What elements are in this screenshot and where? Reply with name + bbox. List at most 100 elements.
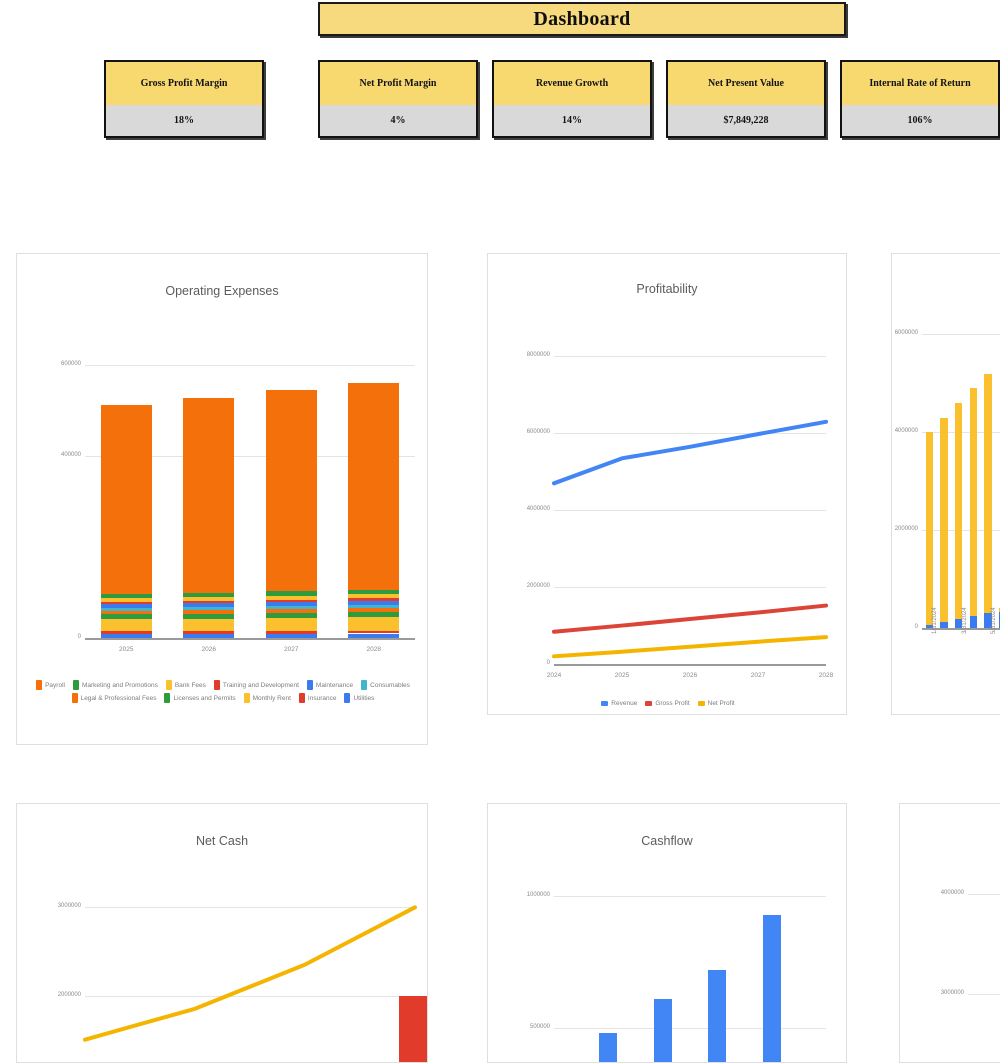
gridline <box>922 334 1000 335</box>
page-title: Dashboard <box>533 7 631 30</box>
bar-segment <box>183 618 235 631</box>
chart-title: Cashflow <box>641 834 693 848</box>
bar <box>762 914 781 1062</box>
bar-stack <box>348 320 400 638</box>
bar-segment <box>100 405 152 595</box>
chart-legend: Revenue Gross Profit Net Profit <box>498 700 838 707</box>
bar-stack <box>183 320 235 638</box>
chart-card-profitability[interactable]: Profitability 8000000 6000000 4000000 20000… <box>487 253 847 715</box>
y-axis-tick-label: 400000 <box>61 451 81 458</box>
legend-item[interactable]: Utilities <box>344 693 374 703</box>
y-axis-tick-label: 4000000 <box>894 427 918 434</box>
line-chart-svg <box>83 905 417 1042</box>
bar-stack <box>100 320 152 638</box>
legend-swatch <box>645 701 653 706</box>
bar-segment <box>348 594 400 599</box>
chart-title: Operating Expenses <box>165 284 279 298</box>
line-series <box>552 635 828 659</box>
bar-segment <box>265 618 317 631</box>
bar-segment <box>183 597 235 601</box>
legend-swatch <box>165 680 172 690</box>
chart-card-revenue-by-month[interactable]: 6000000 4000000 2000000 0 1/31/2024 3/31/2024… <box>891 253 1000 715</box>
gridline <box>554 587 826 588</box>
bar-segment <box>348 608 400 612</box>
legend-label: Utilities <box>353 694 375 702</box>
bar-segment <box>183 607 235 611</box>
bar-stack <box>265 320 317 638</box>
x-axis-tick-label: 2027 <box>750 672 766 679</box>
line-chart-svg <box>552 419 828 659</box>
bar-segment <box>100 602 152 605</box>
chart-title: Profitability <box>636 282 698 296</box>
gridline <box>85 907 415 908</box>
y-axis-tick-label: 2000000 <box>526 582 550 589</box>
chart-card-cashflow[interactable]: Cashflow 1000000 500000 <box>487 803 847 1063</box>
line-series <box>552 419 828 486</box>
bar-stack <box>955 310 963 628</box>
line-series <box>83 905 417 1042</box>
bar-segment <box>100 614 152 620</box>
x-axis-tick-label: 2025 <box>614 672 630 679</box>
kpi-card-internal-rate-of-return: Internal Rate of Return 106% <box>840 60 1000 138</box>
bar-segment <box>984 373 992 614</box>
legend-swatch <box>213 680 220 690</box>
chart-legend: Payroll Marketing and Promotions Bank Fees… <box>27 680 419 703</box>
kpi-value: 106% <box>842 105 998 136</box>
bar-stack <box>925 310 933 628</box>
kpi-value: $7,849,228 <box>668 105 824 136</box>
legend-item[interactable]: Gross Profit <box>645 700 690 707</box>
legend-swatch <box>697 701 705 706</box>
bar-segment <box>348 617 400 631</box>
legend-label: Net Profit <box>707 700 735 707</box>
bar-segment <box>955 619 963 628</box>
bar-segment <box>183 633 235 638</box>
x-axis-tick-label: 2028 <box>366 646 381 653</box>
chart-card-operating-expenses[interactable]: Operating Expenses 600000 400000 0 2025 2026… <box>16 253 428 745</box>
y-axis-tick-label: 4000000 <box>940 889 964 896</box>
bar-segment <box>265 609 317 613</box>
legend-swatch <box>72 680 79 690</box>
legend-label: Consumables <box>370 681 410 689</box>
legend-item[interactable]: Licenses and Permits <box>164 693 236 703</box>
legend-swatch <box>298 693 305 703</box>
kpi-value: 14% <box>494 105 650 136</box>
legend-item[interactable]: Monthly Rent <box>243 693 291 703</box>
dashboard-title-banner: Dashboard <box>318 2 846 36</box>
kpi-value: 4% <box>320 105 476 136</box>
chart-plot-revenue-by-month: 6000000 4000000 2000000 0 1/31/2024 3/31/2024… <box>892 254 1000 714</box>
bar-segment <box>265 591 317 596</box>
y-axis-tick-label: 8000000 <box>526 351 550 358</box>
legend-item[interactable]: Legal & Professional Fees <box>71 693 157 703</box>
x-axis-tick-label: 2028 <box>818 672 834 679</box>
legend-item[interactable]: Net Profit <box>697 700 735 707</box>
legend-label: Maintenance <box>315 681 354 689</box>
legend-item[interactable]: Insurance <box>298 693 336 703</box>
bar-segment <box>100 611 152 615</box>
kpi-label: Internal Rate of Return <box>842 62 998 105</box>
bar-segment <box>100 631 152 634</box>
gridline <box>968 994 1000 995</box>
bar-segment <box>348 605 400 609</box>
bar-segment <box>348 630 400 634</box>
bar-segment <box>348 633 400 638</box>
bar-stack <box>984 310 992 628</box>
y-axis-tick-label: 0 <box>546 659 550 666</box>
legend-item[interactable]: Maintenance <box>306 680 354 690</box>
bar-segment <box>100 619 152 632</box>
chart-card-extra[interactable]: 4000000 3000000 <box>899 803 1000 1063</box>
legend-item[interactable]: Marketing and Promotions <box>72 680 158 690</box>
legend-item[interactable]: Revenue <box>601 700 637 707</box>
kpi-card-net-present-value: Net Present Value $7,849,228 <box>666 60 826 138</box>
chart-card-net-cash[interactable]: Net Cash 3000000 2000000 <box>16 803 428 1063</box>
legend-item[interactable]: Training and Development <box>213 680 299 690</box>
x-axis-tick-label: 3/31/2024 <box>961 607 968 634</box>
legend-item[interactable]: Consumables <box>361 680 410 690</box>
gridline <box>554 510 826 511</box>
legend-item[interactable]: Payroll <box>36 680 65 690</box>
legend-item[interactable]: Bank Fees <box>165 680 206 690</box>
kpi-value: 18% <box>106 105 262 136</box>
legend-label: Legal & Professional Fees <box>80 694 157 702</box>
gridline <box>922 628 1000 630</box>
chart-plot-operating-expenses: 600000 400000 0 2025 2026 2027 2028 <box>17 254 427 744</box>
bar-segment <box>100 633 152 638</box>
